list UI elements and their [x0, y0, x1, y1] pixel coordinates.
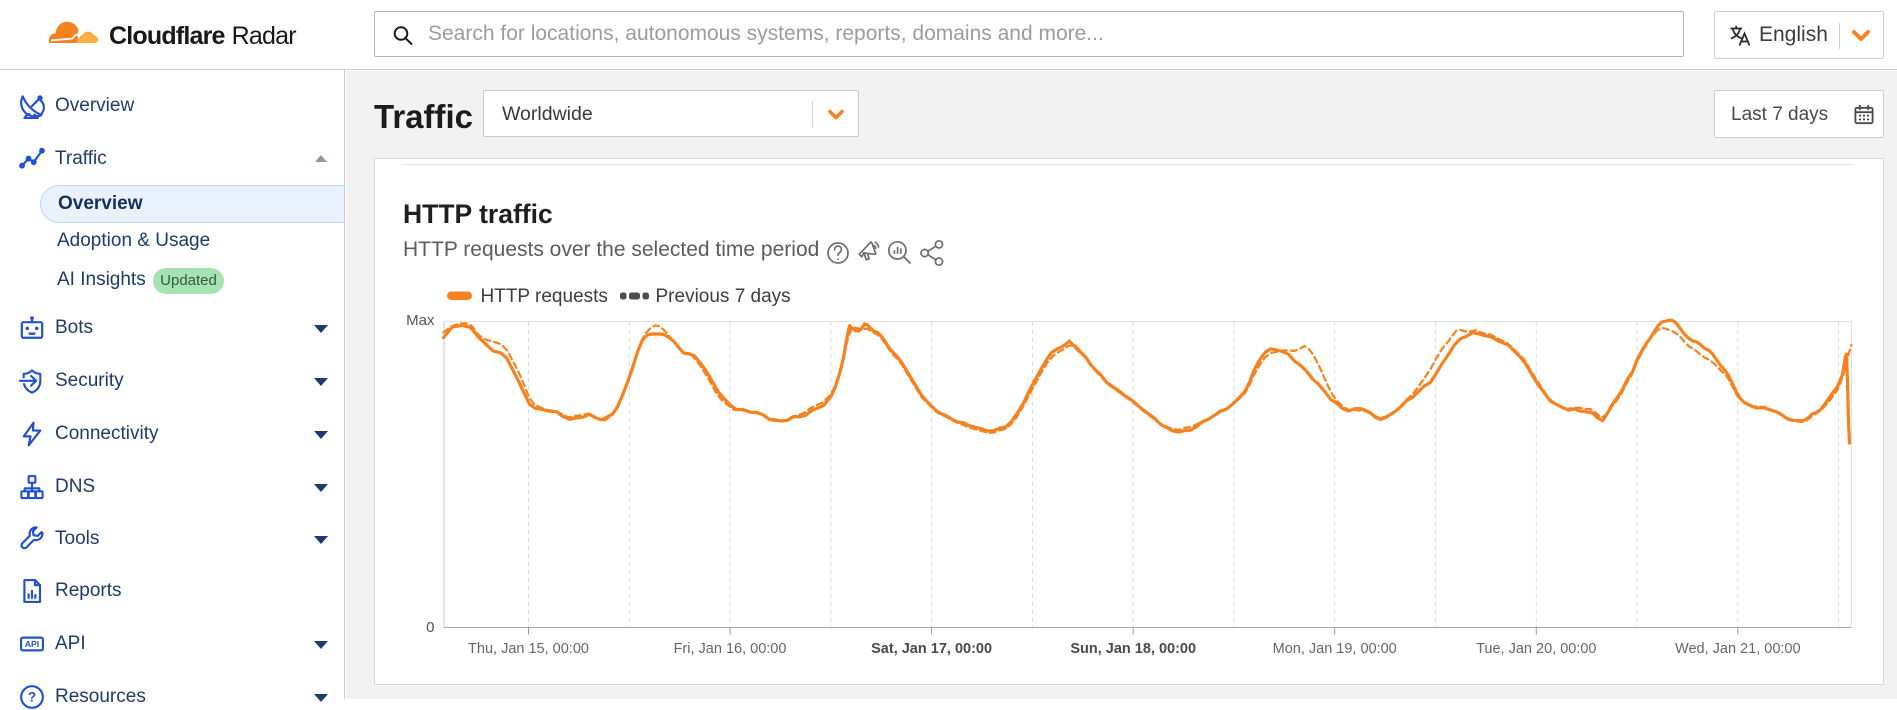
- svg-text:Tue, Jan 20, 00:00: Tue, Jan 20, 00:00: [1476, 641, 1596, 657]
- svg-text:Wed, Jan 21, 00:00: Wed, Jan 21, 00:00: [1675, 641, 1801, 657]
- svg-text:Thu, Jan 15, 00:00: Thu, Jan 15, 00:00: [468, 641, 589, 657]
- svg-text:?: ?: [28, 690, 36, 705]
- svg-text:Sun, Jan 18, 00:00: Sun, Jan 18, 00:00: [1070, 641, 1196, 657]
- svg-text:Fri, Jan 16, 00:00: Fri, Jan 16, 00:00: [674, 641, 787, 657]
- svg-text:0: 0: [426, 619, 434, 636]
- svg-text:HTTP requests: HTTP requests: [481, 286, 608, 307]
- svg-text:Sat, Jan 17, 00:00: Sat, Jan 17, 00:00: [871, 641, 992, 657]
- svg-text:API: API: [25, 639, 39, 649]
- svg-text:Mon, Jan 19, 00:00: Mon, Jan 19, 00:00: [1273, 641, 1397, 657]
- svg-text:Max: Max: [406, 312, 435, 329]
- svg-text:Previous 7 days: Previous 7 days: [656, 286, 791, 307]
